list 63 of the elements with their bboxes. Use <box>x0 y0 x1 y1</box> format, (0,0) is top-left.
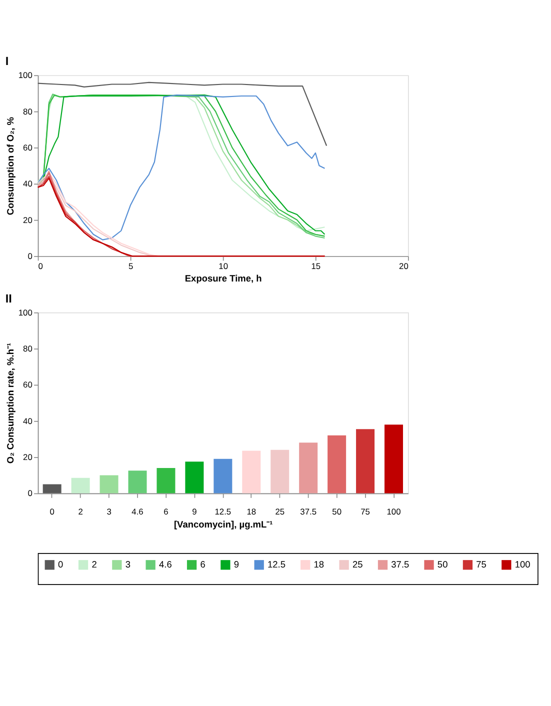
chart-title: I <box>5 55 9 68</box>
bar <box>214 458 232 494</box>
y-tick-label: 60 <box>23 380 33 390</box>
y-tick-label: 20 <box>23 452 33 462</box>
legend-label: 75 <box>476 559 486 570</box>
legend-label: 18 <box>314 559 324 570</box>
bar <box>100 475 118 494</box>
legend-label: 4.6 <box>158 559 172 570</box>
bar <box>242 450 261 494</box>
legend-label: 9 <box>234 559 240 570</box>
y-tick-label: 80 <box>23 106 33 116</box>
legend-label: 12.5 <box>268 559 286 570</box>
y-tick-label: 0 <box>28 488 33 498</box>
bar <box>384 424 404 494</box>
chart-title: II <box>5 292 12 306</box>
legend-label: 6 <box>200 559 206 570</box>
y-tick-label: 60 <box>23 142 33 152</box>
x-tick-label: 15 <box>311 261 321 272</box>
x-tick-label: 20 <box>399 261 409 272</box>
legend-label: 37.5 <box>391 559 410 570</box>
x-tick-label: 12.5 <box>214 506 232 517</box>
y-axis-title: Consumption of O₂, % <box>5 116 16 216</box>
x-tick-label: 37.5 <box>300 506 317 517</box>
legend-label: 0 <box>58 559 64 570</box>
legend-label: 3 <box>125 559 130 570</box>
legend-label: 25 <box>352 559 363 570</box>
x-tick-label: 0 <box>50 506 55 517</box>
bar <box>328 435 346 494</box>
x-tick-label: 2 <box>78 506 84 517</box>
x-axis-title: Exposure Time, h <box>184 274 262 284</box>
y-tick-label: 40 <box>23 178 33 189</box>
x-tick-label: 9 <box>192 506 198 517</box>
x-tick-label: 18 <box>246 506 256 517</box>
y-tick-label: 20 <box>23 214 33 225</box>
bar <box>356 429 375 494</box>
y-tick-label: 100 <box>18 70 33 80</box>
bar <box>71 478 90 494</box>
x-tick-label: 10 <box>218 261 228 272</box>
line-series <box>37 82 328 146</box>
y-axis-title: O₂ Consumption rate, %.h⁻¹ <box>5 342 16 464</box>
bar <box>156 468 176 494</box>
x-tick-label: 6 <box>164 506 169 517</box>
x-tick-label: 0 <box>38 261 44 272</box>
bar <box>42 484 62 494</box>
bar <box>185 462 204 494</box>
x-tick-label: 5 <box>128 261 134 272</box>
legend-label: 100 <box>514 559 530 570</box>
x-tick-label: 100 <box>386 506 402 517</box>
x-tick-label: 25 <box>275 506 285 517</box>
y-tick-label: 80 <box>23 344 33 354</box>
x-tick-label: 4.6 <box>132 506 144 517</box>
bar <box>270 450 290 494</box>
bar <box>299 442 318 494</box>
x-tick-label: 3 <box>106 506 112 517</box>
bar <box>128 470 147 494</box>
legend-label: 2 <box>92 559 97 570</box>
y-tick-label: 100 <box>18 307 33 318</box>
y-tick-label: 40 <box>23 416 33 426</box>
legend-label: 50 <box>437 559 448 570</box>
x-tick-label: 50 <box>332 506 342 517</box>
y-tick-label: 0 <box>28 251 33 262</box>
x-tick-label: 75 <box>360 506 370 517</box>
x-axis-title: [Vancomycin], µg.mL⁻¹ <box>174 519 273 530</box>
